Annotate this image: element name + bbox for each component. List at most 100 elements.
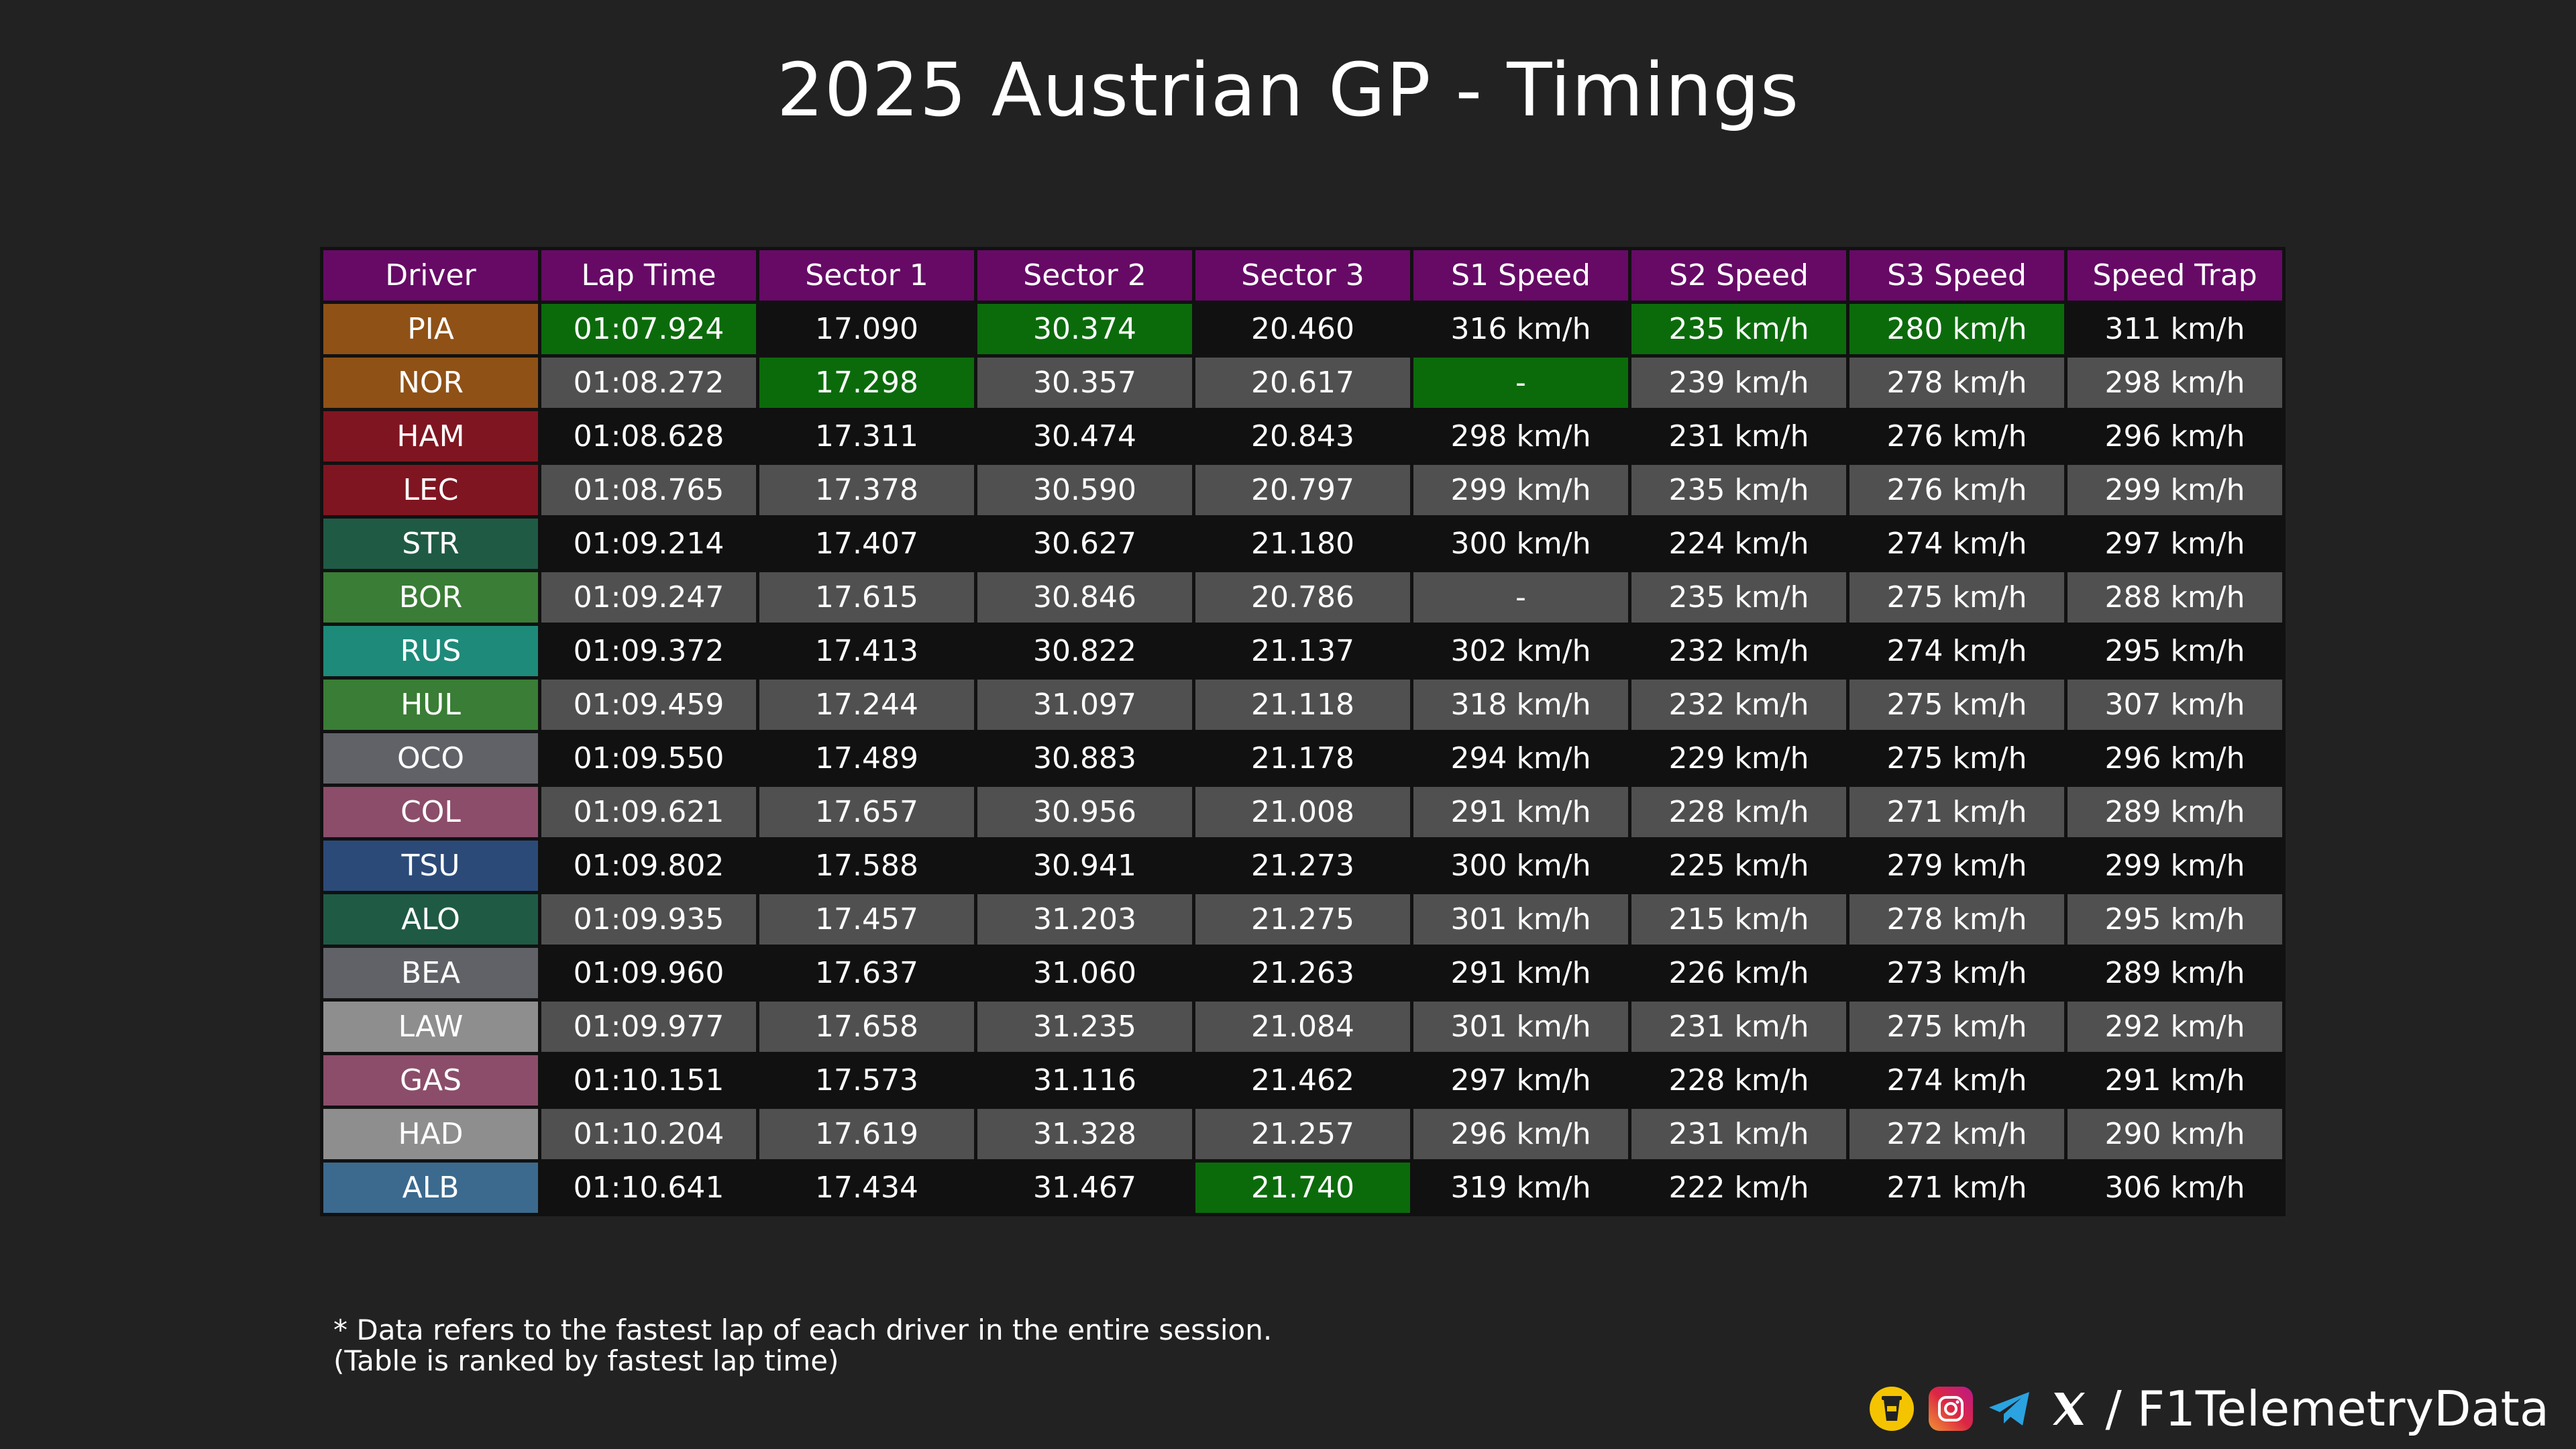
best-value-cell: 280 km/h [1849,304,2064,354]
value-cell: 279 km/h [1849,841,2064,891]
best-value-cell: 235 km/h [1631,304,1846,354]
value-cell: 231 km/h [1631,1109,1846,1159]
table-row: HAD 01:10.204 17.619 31.328 21.257 296 km/h 23… [323,1109,2282,1159]
value-cell: 01:10.151 [541,1055,756,1106]
value-cell: 30.474 [977,411,1192,462]
instagram-icon[interactable] [1928,1387,1973,1431]
column-header: Sector 1 [759,250,974,301]
value-cell: 20.843 [1195,411,1410,462]
x-icon[interactable] [2047,1387,2091,1431]
social-handle: / F1TelemetryData [2105,1381,2550,1437]
value-cell: 30.627 [977,519,1192,569]
value-cell: 275 km/h [1849,1002,2064,1052]
value-cell: 290 km/h [2068,1109,2282,1159]
value-cell: 292 km/h [2068,1002,2282,1052]
value-cell: 31.097 [977,680,1192,730]
value-cell: 17.413 [759,626,974,676]
best-value-cell: 01:07.924 [541,304,756,354]
value-cell: 307 km/h [2068,680,2282,730]
value-cell: 30.883 [977,733,1192,784]
value-cell: 01:09.550 [541,733,756,784]
value-cell: - [1413,572,1628,623]
footnote-line-2: (Table is ranked by fastest lap time) [333,1344,839,1377]
table-row: STR 01:09.214 17.407 30.627 21.180 300 km/h 22… [323,519,2282,569]
value-cell: 231 km/h [1631,411,1846,462]
driver-cell: LEC [323,465,538,515]
footnote-line-1: * Data refers to the fastest lap of each… [333,1313,1273,1346]
table-row: NOR 01:08.272 17.298 30.357 20.617-239 km/h 2… [323,358,2282,408]
value-cell: 289 km/h [2068,787,2282,837]
table-row: ALB 01:10.641 17.434 31.467 21.740 319 km/h 22… [323,1163,2282,1213]
buy-me-a-coffee-icon[interactable] [1869,1387,1914,1431]
value-cell: 01:08.628 [541,411,756,462]
driver-cell: BEA [323,948,538,998]
value-cell: 297 km/h [1413,1055,1628,1106]
column-header: S3 Speed [1849,250,2064,301]
value-cell: 17.244 [759,680,974,730]
driver-cell: ALO [323,894,538,945]
driver-cell: ALB [323,1163,538,1213]
value-cell: 288 km/h [2068,572,2282,623]
value-cell: 17.637 [759,948,974,998]
value-cell: 17.657 [759,787,974,837]
best-value-cell: 21.740 [1195,1163,1410,1213]
column-header: Driver [323,250,538,301]
value-cell: 01:09.247 [541,572,756,623]
driver-cell: TSU [323,841,538,891]
telegram-icon[interactable] [1988,1387,2032,1431]
value-cell: 319 km/h [1413,1163,1628,1213]
value-cell: 01:09.459 [541,680,756,730]
value-cell: 31.116 [977,1055,1192,1106]
value-cell: 01:09.960 [541,948,756,998]
value-cell: 228 km/h [1631,787,1846,837]
value-cell: 17.090 [759,304,974,354]
value-cell: 21.263 [1195,948,1410,998]
table-row: LAW 01:09.977 17.658 31.235 21.084 301 km/h 23… [323,1002,2282,1052]
value-cell: 271 km/h [1849,787,2064,837]
column-header: Sector 3 [1195,250,1410,301]
value-cell: 17.573 [759,1055,974,1106]
value-cell: 318 km/h [1413,680,1628,730]
value-cell: 296 km/h [1413,1109,1628,1159]
value-cell: 17.489 [759,733,974,784]
value-cell: 229 km/h [1631,733,1846,784]
value-cell: 274 km/h [1849,1055,2064,1106]
value-cell: 30.846 [977,572,1192,623]
value-cell: 275 km/h [1849,733,2064,784]
driver-cell: PIA [323,304,538,354]
value-cell: 302 km/h [1413,626,1628,676]
driver-cell: HUL [323,680,538,730]
column-header: S1 Speed [1413,250,1628,301]
value-cell: 300 km/h [1413,519,1628,569]
value-cell: 01:09.372 [541,626,756,676]
table-body: PIA 01:07.924 17.090 30.374 20.460 316 km/h 23… [323,304,2282,1213]
value-cell: 21.257 [1195,1109,1410,1159]
value-cell: 31.467 [977,1163,1192,1213]
driver-cell: HAD [323,1109,538,1159]
value-cell: 294 km/h [1413,733,1628,784]
timings-table: Driver Lap Time Sector 1 Sector 2 Sector 3 S1… [320,247,2286,1216]
value-cell: 01:08.272 [541,358,756,408]
value-cell: 275 km/h [1849,572,2064,623]
value-cell: 301 km/h [1413,894,1628,945]
value-cell: 01:09.214 [541,519,756,569]
value-cell: 224 km/h [1631,519,1846,569]
driver-cell: GAS [323,1055,538,1106]
value-cell: 30.590 [977,465,1192,515]
value-cell: 31.203 [977,894,1192,945]
value-cell: 20.460 [1195,304,1410,354]
value-cell: 274 km/h [1849,519,2064,569]
value-cell: 21.137 [1195,626,1410,676]
value-cell: 20.786 [1195,572,1410,623]
table-row: BOR 01:09.247 17.615 30.846 20.786-235 km/h 2… [323,572,2282,623]
value-cell: 21.275 [1195,894,1410,945]
value-cell: 20.617 [1195,358,1410,408]
value-cell: 17.658 [759,1002,974,1052]
value-cell: 273 km/h [1849,948,2064,998]
value-cell: 17.434 [759,1163,974,1213]
value-cell: 17.378 [759,465,974,515]
value-cell: 299 km/h [2068,841,2282,891]
driver-cell: NOR [323,358,538,408]
table-row: OCO 01:09.550 17.489 30.883 21.178 294 km/h 22… [323,733,2282,784]
value-cell: 21.008 [1195,787,1410,837]
